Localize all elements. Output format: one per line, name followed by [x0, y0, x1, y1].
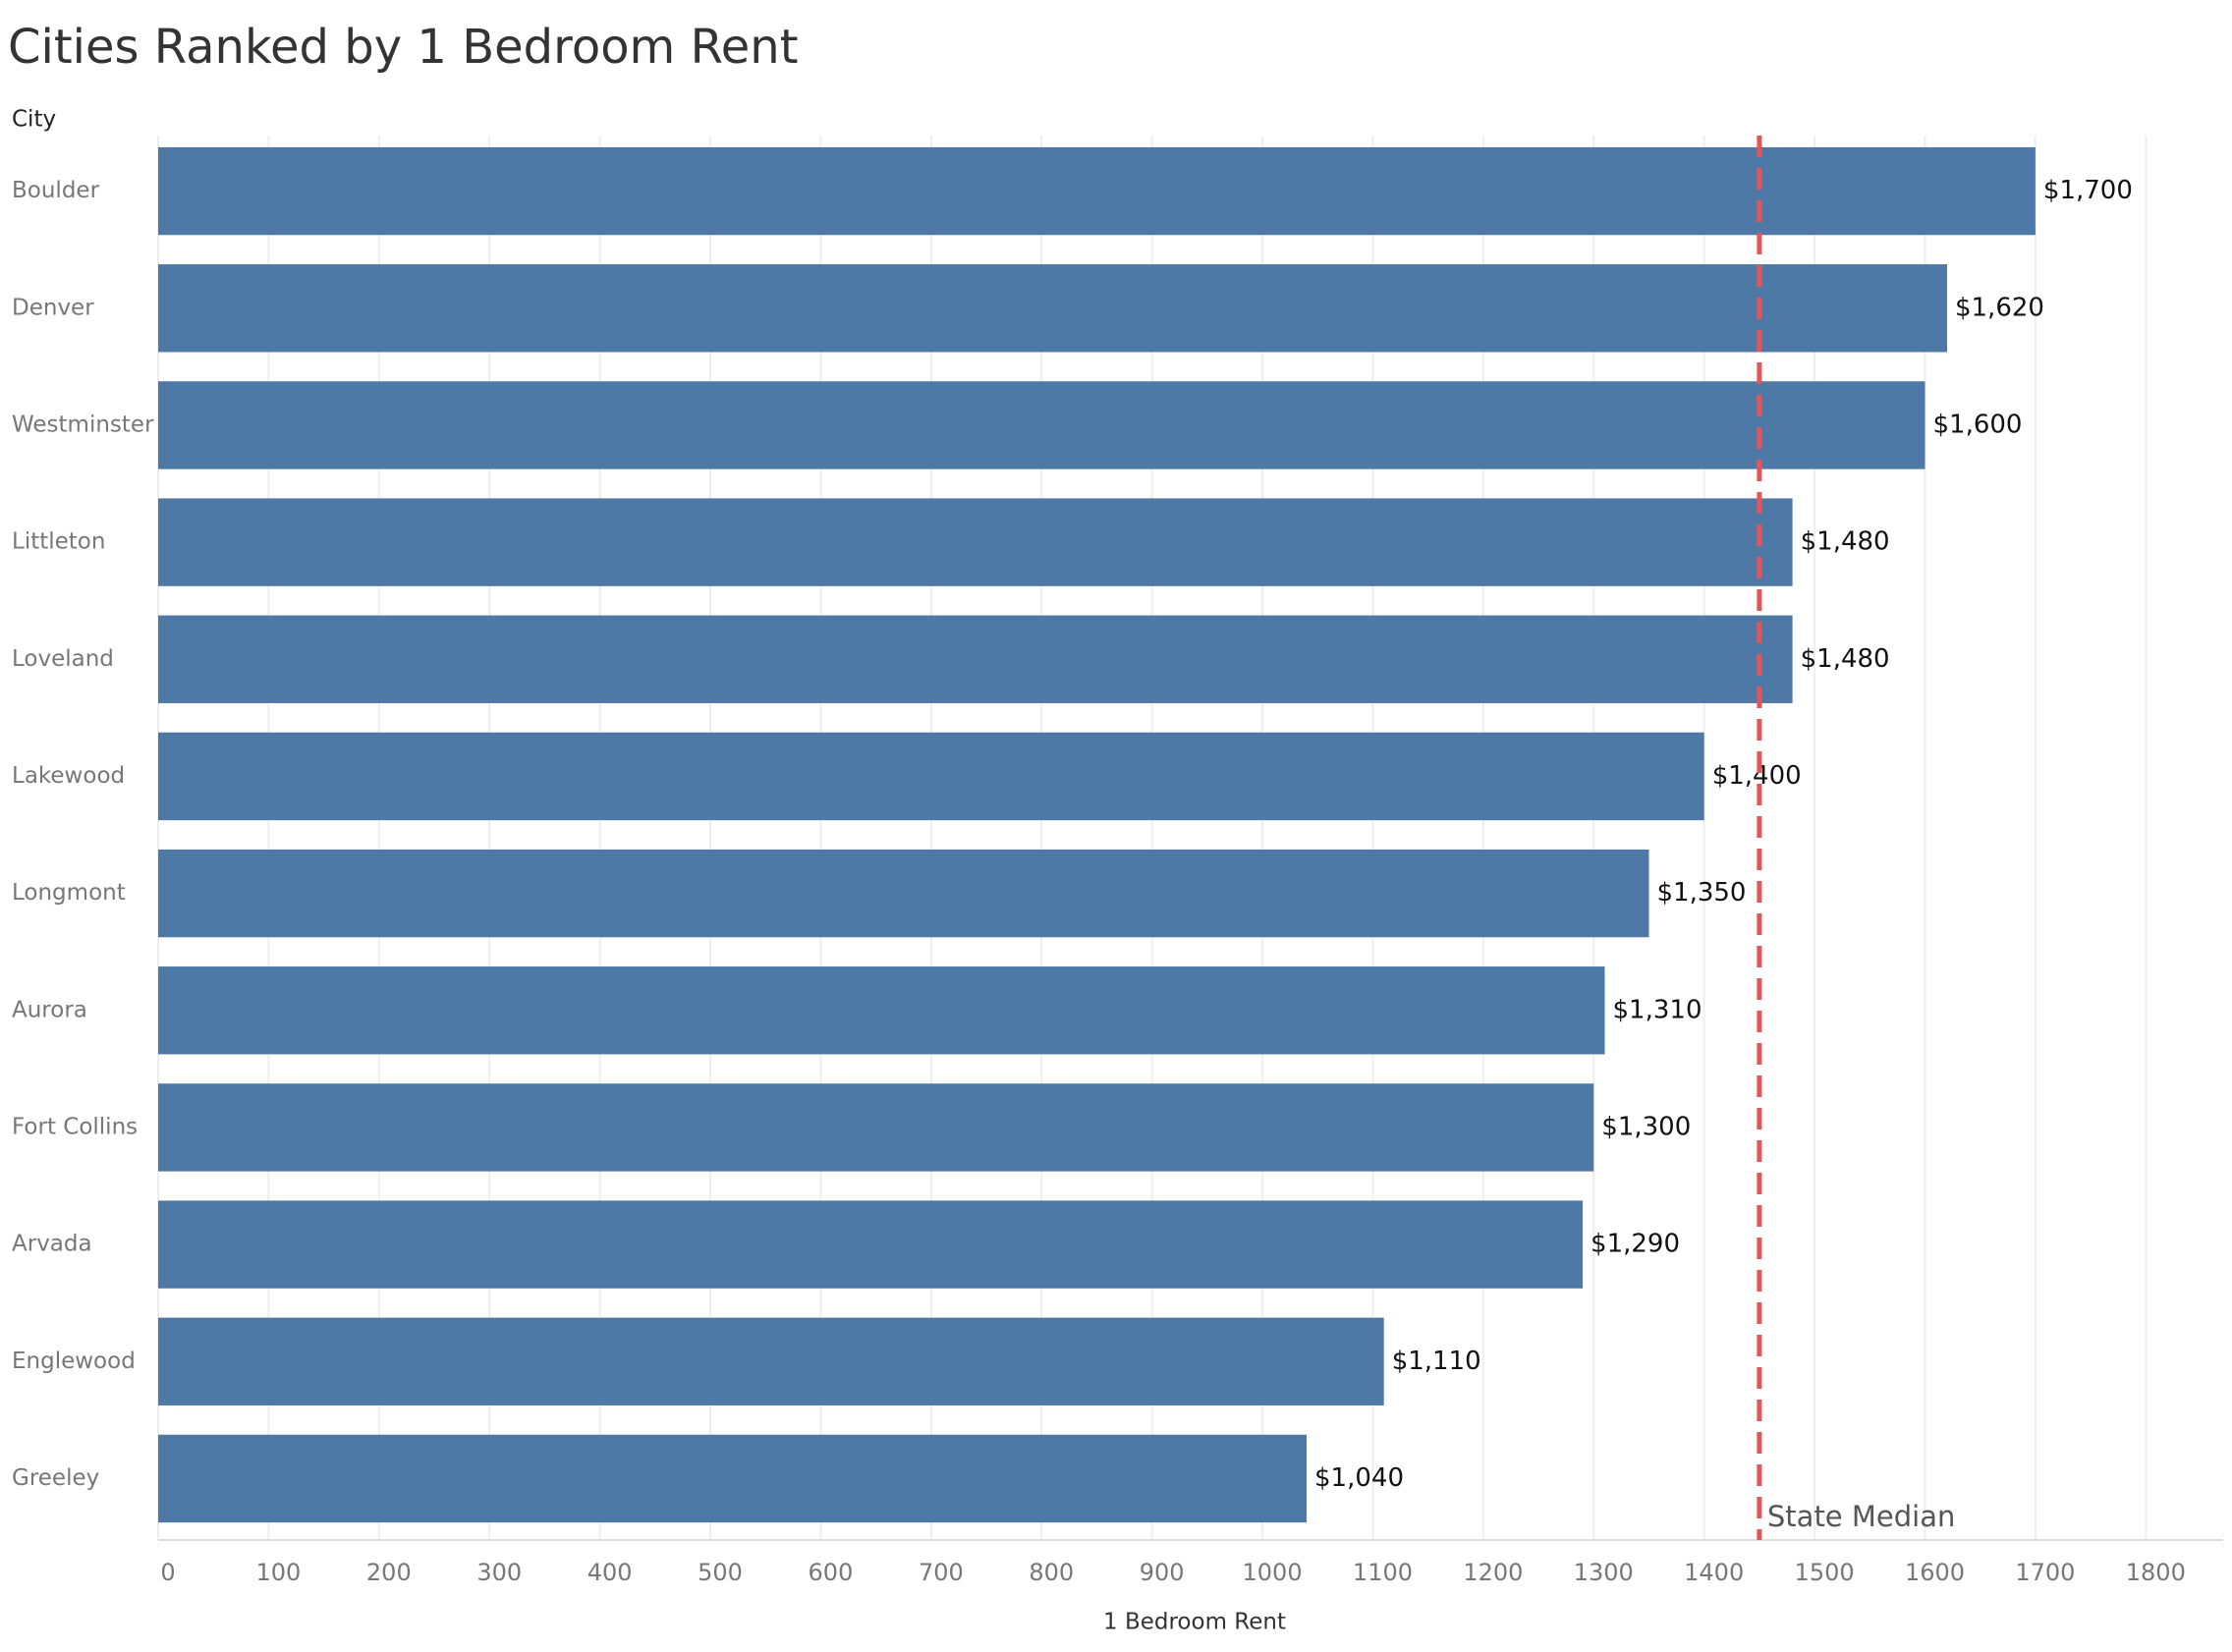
x-tick-label: 1300 — [1574, 1559, 1634, 1586]
y-tick-label: Littleton — [12, 529, 105, 555]
bar — [158, 1317, 1384, 1405]
data-label: $1,600 — [1933, 410, 2023, 439]
y-tick-label: Denver — [12, 295, 94, 320]
data-label: $1,480 — [1801, 644, 1890, 674]
data-label: $1,700 — [2043, 176, 2133, 205]
x-tick-label: 1100 — [1353, 1559, 1413, 1586]
y-tick-label: Fort Collins — [12, 1114, 138, 1139]
x-tick-label: 1500 — [1795, 1559, 1855, 1586]
data-label: $1,620 — [1955, 293, 2044, 322]
bar — [158, 1434, 1308, 1523]
bar — [158, 498, 1793, 586]
y-tick-label: Lakewood — [12, 763, 125, 789]
x-tick-label: 900 — [1140, 1559, 1185, 1586]
x-tick-label: 1600 — [1905, 1559, 1965, 1586]
data-label: $1,290 — [1590, 1230, 1680, 1259]
x-tick-label: 1700 — [2015, 1559, 2075, 1586]
x-tick-label: 300 — [476, 1559, 522, 1586]
y-tick-label: Westminster — [12, 412, 154, 437]
x-tick-label: 200 — [366, 1559, 412, 1586]
x-tick-label: 800 — [1029, 1559, 1074, 1586]
y-tick-label: Englewood — [12, 1349, 136, 1374]
bar — [158, 264, 1947, 353]
data-label: $1,110 — [1392, 1347, 1481, 1376]
x-tick-label: 400 — [587, 1559, 633, 1586]
x-tick-label: 600 — [809, 1559, 854, 1586]
y-tick-label: Longmont — [12, 880, 126, 906]
x-tick-label: 700 — [919, 1559, 964, 1586]
x-tick-label: 0 — [160, 1559, 175, 1586]
x-axis-title: 1 Bedroom Rent — [1103, 1610, 1286, 1635]
data-label: $1,480 — [1801, 527, 1890, 557]
data-label: $1,300 — [1601, 1112, 1691, 1141]
bar — [158, 732, 1704, 821]
bar — [158, 966, 1605, 1055]
data-label: $1,350 — [1656, 878, 1746, 908]
chart-title: Cities Ranked by 1 Bedroom Rent — [8, 20, 799, 75]
y-tick-label: Loveland — [12, 646, 114, 672]
x-tick-label: 100 — [256, 1559, 302, 1586]
data-label: $1,400 — [1712, 761, 1802, 791]
y-tick-label: Arvada — [12, 1232, 92, 1257]
x-tick-label: 1800 — [2126, 1559, 2186, 1586]
bar — [158, 381, 1925, 469]
y-tick-label: Greeley — [12, 1465, 99, 1491]
x-tick-label: 500 — [698, 1559, 743, 1586]
x-tick-label: 1200 — [1463, 1559, 1523, 1586]
x-tick-label: 1000 — [1243, 1559, 1303, 1586]
y-axis-title: City — [12, 107, 56, 133]
bar — [158, 146, 2036, 236]
y-tick-label: Boulder — [12, 178, 100, 203]
y-tick-label: Aurora — [12, 997, 87, 1022]
data-label: $1,040 — [1314, 1463, 1404, 1493]
bar — [158, 1083, 1594, 1172]
bar — [158, 615, 1793, 703]
bar — [158, 1200, 1584, 1289]
reference-label: State Median — [1767, 1500, 1955, 1533]
bar — [158, 849, 1649, 938]
x-tick-label: 1400 — [1684, 1559, 1744, 1586]
data-label: $1,310 — [1613, 995, 1702, 1024]
